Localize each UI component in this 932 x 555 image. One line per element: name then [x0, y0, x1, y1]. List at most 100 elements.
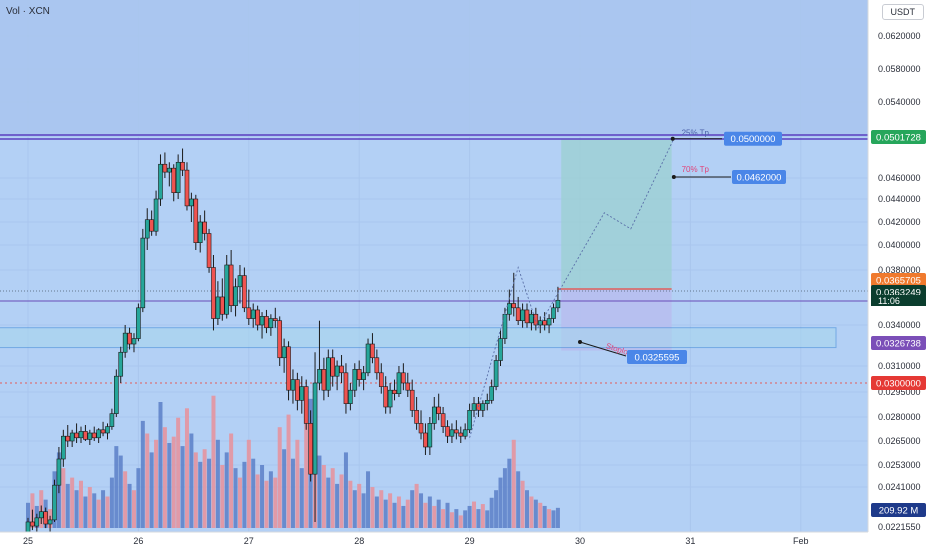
candle [38, 511, 44, 519]
volume-bar [171, 436, 176, 528]
volume-bar [379, 490, 384, 528]
candle [471, 403, 477, 411]
candle [122, 332, 128, 353]
svg-text:0.0500000: 0.0500000 [731, 134, 776, 145]
candle [317, 369, 322, 384]
volume-bar [511, 439, 516, 528]
stoploss-price: 0.0325595 [627, 350, 687, 364]
candle [409, 389, 415, 411]
volume-bar [105, 496, 110, 528]
candle [286, 346, 291, 391]
candle [259, 316, 265, 326]
volume-bar [525, 490, 530, 528]
volume-bar [290, 458, 295, 528]
candle [383, 386, 388, 408]
volume-bar [410, 490, 415, 528]
candle [189, 198, 194, 207]
candle [149, 219, 154, 232]
volume-bar [78, 480, 83, 528]
time-tick-label: 28 [354, 536, 364, 546]
candle [365, 343, 371, 374]
volume-bar [193, 452, 198, 528]
candle [325, 357, 331, 391]
candle [555, 299, 561, 309]
price-tick-label: 0.0265000 [878, 436, 921, 446]
volume-bar [242, 461, 247, 528]
volume-bar [65, 483, 70, 528]
candle [56, 458, 62, 486]
candle [520, 309, 525, 321]
candle [114, 375, 119, 414]
candle [118, 351, 124, 377]
candle [65, 435, 71, 442]
candle [87, 432, 93, 440]
volume-bar [533, 499, 538, 528]
volume-bar [211, 395, 216, 528]
axis-tag-entry: 0.0365705 [871, 273, 926, 287]
candle [211, 267, 216, 319]
price-tick-label: 0.0400000 [878, 240, 921, 250]
volume-bar [414, 483, 419, 528]
candle [440, 413, 446, 427]
candle [246, 307, 252, 319]
volume-bar [158, 402, 163, 528]
volume-bar [162, 427, 167, 528]
projected-path [469, 138, 675, 438]
candle [197, 221, 203, 244]
candle [551, 307, 556, 319]
volume-bar [423, 502, 428, 528]
currency-selector[interactable]: USDT [881, 4, 924, 20]
volume-bar [304, 420, 309, 528]
candle [47, 519, 53, 525]
volume-bar [480, 504, 485, 528]
candle [339, 365, 344, 374]
candle [414, 410, 419, 424]
candle [233, 286, 238, 306]
volume-bar [70, 477, 75, 528]
volume-bar [467, 505, 472, 528]
volume-bar [246, 439, 251, 528]
candle [458, 432, 464, 437]
volume-bar [224, 452, 229, 528]
volume-bar [220, 465, 225, 528]
candle [467, 410, 472, 431]
volume-bar [207, 458, 212, 528]
candle [105, 426, 110, 434]
candle [162, 163, 168, 173]
volume-bar [520, 480, 525, 528]
candle [153, 198, 159, 232]
volume-bar [127, 483, 132, 528]
candle [237, 275, 243, 288]
volume-bar [282, 449, 287, 528]
time-tick-label: 30 [575, 536, 585, 546]
candle [529, 313, 534, 324]
volume-bar [299, 468, 304, 528]
svg-text:0.0462000: 0.0462000 [737, 173, 782, 184]
volume-bar [343, 452, 348, 528]
candle [462, 429, 468, 437]
volume-bar [198, 461, 203, 528]
candle [83, 431, 88, 440]
volume-bar [184, 408, 189, 528]
volume-bar [529, 496, 534, 528]
volume-bar [427, 496, 432, 528]
price-tick-label: 0.0380000 [878, 265, 921, 275]
candle [418, 423, 424, 434]
candle [546, 318, 552, 326]
volume-bar [118, 455, 123, 528]
candle [334, 365, 340, 377]
volume-bar [136, 468, 141, 528]
volume-bar [348, 480, 353, 528]
candle [356, 369, 362, 380]
volume-bar [260, 465, 265, 528]
volume-bar [145, 433, 150, 528]
volume-bar [419, 493, 424, 528]
price-tick-label: 0.0280000 [878, 412, 921, 422]
volume-bar [502, 468, 507, 528]
volume-bar [476, 509, 481, 528]
support-zone-box [0, 327, 837, 349]
volume-bar [286, 414, 291, 528]
candle [69, 432, 75, 442]
